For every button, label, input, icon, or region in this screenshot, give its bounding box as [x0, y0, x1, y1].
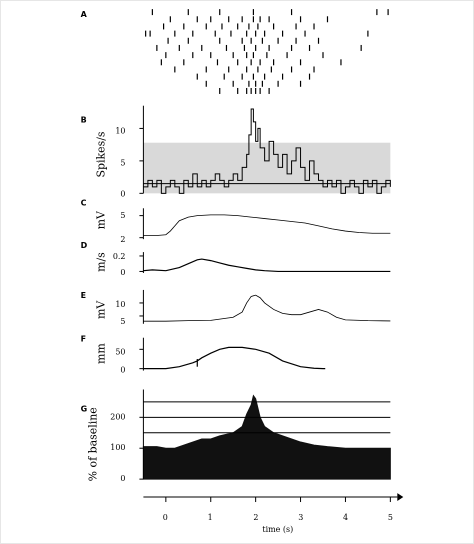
panel-label-f: F	[81, 335, 86, 344]
x-axis-label: time (s)	[262, 525, 293, 534]
tick-b-5: 5	[120, 158, 125, 167]
x-tick-0: 0	[163, 513, 168, 522]
y-axis-label-c: mV	[95, 210, 108, 229]
tick-f-50: 50	[115, 348, 125, 357]
chart-marks	[139, 9, 404, 503]
tick-f-0: 0	[120, 366, 125, 375]
panel-label-a: A	[81, 10, 88, 19]
y-axis-label-e: mV	[95, 300, 108, 319]
tick-e-10: 10	[115, 300, 125, 309]
tick-d-02: 0.2	[113, 252, 126, 261]
panel-label-g: G	[81, 404, 88, 413]
x-tick-4: 4	[343, 513, 348, 522]
baseline-percent-area	[142, 394, 391, 480]
x-tick-2: 2	[253, 513, 258, 522]
tick-b-0: 0	[120, 189, 125, 198]
x-tick-3: 3	[298, 513, 303, 522]
panel-label-e: E	[81, 291, 86, 300]
velocity-line-d	[143, 258, 391, 273]
y-axis-label-b: Spikes/s	[95, 131, 108, 177]
time-axis-arrow	[397, 493, 404, 502]
x-tick-1: 1	[208, 513, 213, 522]
tick-c-5: 5	[120, 211, 125, 220]
tick-d-0: 0	[120, 268, 125, 277]
voltage-line-e	[143, 294, 391, 322]
confidence-band	[143, 142, 391, 194]
tick-c-2: 2	[120, 235, 125, 244]
tick-g-0: 0	[120, 474, 125, 483]
voltage-line-c	[143, 214, 391, 236]
panel-label-b: B	[81, 116, 87, 125]
y-axis-label-f: mm	[95, 343, 108, 364]
tick-b-10: 10	[115, 127, 125, 136]
tick-g-100: 100	[110, 443, 125, 452]
y-axis-label-d: m/s	[95, 252, 108, 272]
panel-label-c: C	[81, 198, 87, 207]
tick-e-5: 5	[120, 317, 125, 326]
tick-g-200: 200	[110, 412, 125, 421]
position-line-f	[143, 346, 326, 370]
x-tick-5: 5	[388, 513, 393, 522]
spike-rate-line	[143, 108, 391, 194]
y-axis-label-g: % of baseline	[87, 407, 100, 481]
panel-label-d: D	[81, 241, 88, 250]
